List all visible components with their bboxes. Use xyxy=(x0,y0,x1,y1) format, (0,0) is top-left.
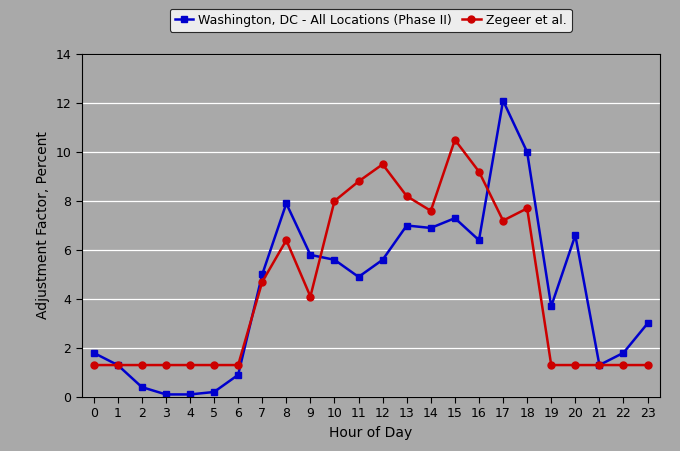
Washington, DC - All Locations (Phase II) xyxy=(330,257,339,262)
X-axis label: Hour of Day: Hour of Day xyxy=(329,426,412,440)
Zegeer et al. xyxy=(619,362,628,368)
Washington, DC - All Locations (Phase II) xyxy=(427,225,435,230)
Zegeer et al. xyxy=(379,161,387,167)
Y-axis label: Adjustment Factor, Percent: Adjustment Factor, Percent xyxy=(36,132,50,319)
Washington, DC - All Locations (Phase II) xyxy=(619,350,628,355)
Washington, DC - All Locations (Phase II) xyxy=(90,350,98,355)
Washington, DC - All Locations (Phase II) xyxy=(403,223,411,228)
Zegeer et al. xyxy=(427,208,435,213)
Washington, DC - All Locations (Phase II) xyxy=(282,201,290,206)
Washington, DC - All Locations (Phase II) xyxy=(186,392,194,397)
Zegeer et al. xyxy=(282,238,290,243)
Zegeer et al. xyxy=(186,362,194,368)
Zegeer et al. xyxy=(643,362,651,368)
Washington, DC - All Locations (Phase II) xyxy=(595,362,603,368)
Washington, DC - All Locations (Phase II) xyxy=(234,372,242,377)
Zegeer et al. xyxy=(114,362,122,368)
Washington, DC - All Locations (Phase II) xyxy=(354,274,362,280)
Washington, DC - All Locations (Phase II) xyxy=(379,257,387,262)
Zegeer et al. xyxy=(306,294,314,299)
Zegeer et al. xyxy=(354,179,362,184)
Zegeer et al. xyxy=(138,362,146,368)
Zegeer et al. xyxy=(162,362,170,368)
Legend: Washington, DC - All Locations (Phase II), Zegeer et al.: Washington, DC - All Locations (Phase II… xyxy=(169,9,572,32)
Zegeer et al. xyxy=(403,193,411,199)
Washington, DC - All Locations (Phase II) xyxy=(258,272,267,277)
Washington, DC - All Locations (Phase II) xyxy=(547,304,556,309)
Line: Zegeer et al.: Zegeer et al. xyxy=(90,136,651,368)
Washington, DC - All Locations (Phase II) xyxy=(138,384,146,390)
Washington, DC - All Locations (Phase II) xyxy=(210,389,218,395)
Washington, DC - All Locations (Phase II) xyxy=(475,238,483,243)
Washington, DC - All Locations (Phase II) xyxy=(523,149,531,155)
Zegeer et al. xyxy=(210,362,218,368)
Washington, DC - All Locations (Phase II) xyxy=(162,392,170,397)
Washington, DC - All Locations (Phase II) xyxy=(643,321,651,326)
Zegeer et al. xyxy=(523,206,531,211)
Zegeer et al. xyxy=(234,362,242,368)
Washington, DC - All Locations (Phase II) xyxy=(499,98,507,103)
Zegeer et al. xyxy=(571,362,579,368)
Zegeer et al. xyxy=(595,362,603,368)
Washington, DC - All Locations (Phase II) xyxy=(451,216,459,221)
Zegeer et al. xyxy=(330,198,339,204)
Washington, DC - All Locations (Phase II) xyxy=(306,252,314,258)
Zegeer et al. xyxy=(451,137,459,143)
Zegeer et al. xyxy=(90,362,98,368)
Zegeer et al. xyxy=(499,218,507,223)
Line: Washington, DC - All Locations (Phase II): Washington, DC - All Locations (Phase II… xyxy=(90,97,651,398)
Zegeer et al. xyxy=(547,362,556,368)
Zegeer et al. xyxy=(258,279,267,285)
Zegeer et al. xyxy=(475,169,483,175)
Washington, DC - All Locations (Phase II) xyxy=(114,362,122,368)
Washington, DC - All Locations (Phase II) xyxy=(571,233,579,238)
